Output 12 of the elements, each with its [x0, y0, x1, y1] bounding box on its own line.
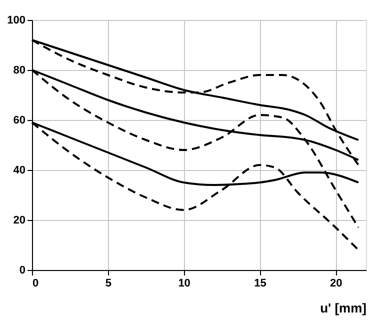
y-tick-label: 100: [7, 14, 26, 26]
y-tick-label: 0: [19, 264, 26, 276]
y-tick-label: 60: [13, 114, 26, 126]
x-tick-label: 10: [178, 278, 190, 290]
x-tick-label: 15: [254, 278, 266, 290]
x-tick-label: 5: [105, 278, 112, 290]
x-axis-title: u' [mm]: [320, 300, 366, 316]
y-tick-label: 40: [13, 164, 26, 176]
x-tick-label: 20: [330, 278, 342, 290]
y-tick-label: 20: [13, 214, 26, 226]
y-tick-label: 80: [13, 64, 26, 76]
x-tick-label: 0: [32, 278, 39, 290]
